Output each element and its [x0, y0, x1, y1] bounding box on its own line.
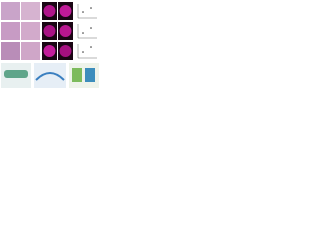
fluorescence-signal	[43, 45, 56, 57]
point	[82, 51, 84, 53]
fluorescence-signal	[59, 5, 72, 17]
point	[90, 27, 92, 29]
point	[90, 46, 92, 48]
fluorescence-signal	[59, 25, 72, 37]
schematic-shape	[4, 70, 28, 78]
plot-points	[82, 7, 92, 53]
point	[82, 11, 84, 13]
he-image	[21, 42, 40, 60]
he-image	[1, 2, 20, 20]
fluorescence-signal	[43, 25, 56, 37]
he-image	[1, 42, 20, 60]
histology-panels	[1, 2, 40, 60]
schematic-shape	[35, 72, 65, 81]
fluorescence-panels	[42, 2, 73, 60]
point	[90, 7, 92, 9]
schematic-shape	[85, 68, 95, 82]
schematic-box	[34, 63, 66, 88]
he-image	[1, 22, 20, 40]
schematic-shape	[72, 68, 82, 82]
schematic	[1, 63, 99, 88]
fluorescence-signal	[59, 45, 72, 57]
plots	[77, 4, 97, 59]
fluorescence-signal	[43, 5, 56, 17]
he-image	[21, 2, 40, 20]
point	[82, 32, 84, 34]
figure	[0, 0, 100, 90]
he-image	[21, 22, 40, 40]
